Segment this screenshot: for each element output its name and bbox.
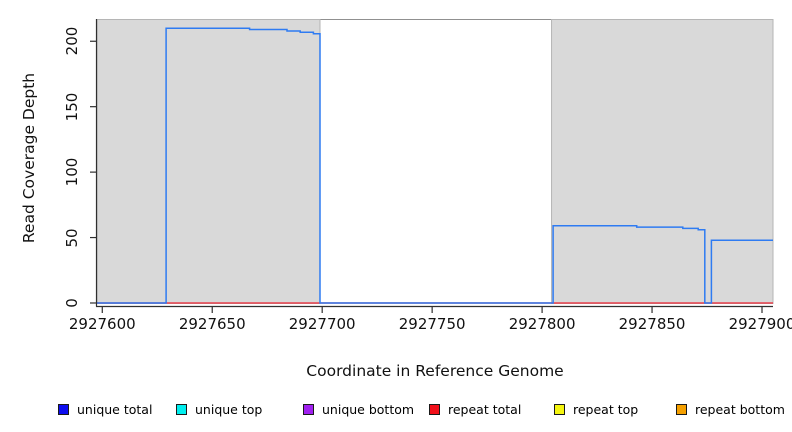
y-tick-label: 150	[63, 92, 81, 121]
legend-label: repeat top	[573, 401, 639, 417]
shaded-region	[96, 19, 321, 304]
y-tick-label: 50	[63, 228, 81, 248]
legend-item-repeat-top: repeat top	[554, 398, 638, 420]
x-tick-label: 2927850	[618, 315, 686, 333]
legend-label: unique top	[195, 401, 263, 417]
x-tick-label: 2927650	[178, 315, 246, 333]
legend-swatch-icon	[58, 403, 69, 415]
legend-label: repeat bottom	[695, 401, 785, 417]
legend-item-repeat-total: repeat total	[429, 398, 521, 420]
legend-swatch-icon	[176, 403, 187, 415]
y-tick-label: 100	[63, 157, 81, 187]
legend-label: unique bottom	[322, 401, 415, 417]
legend-item-unique-total: unique total	[58, 398, 152, 420]
legend-swatch-icon	[554, 403, 565, 415]
unique-total-line	[97, 27, 773, 304]
legend-item-unique-bottom: unique bottom	[303, 398, 414, 420]
x-tick-label: 2927750	[398, 315, 466, 333]
shaded-region	[551, 19, 774, 304]
x-tick-label: 2927700	[288, 315, 356, 333]
x-axis-title: Coordinate in Reference Genome	[306, 362, 564, 380]
x-tick-label: 2927600	[68, 315, 136, 333]
legend: unique total unique top unique bottom repea…	[0, 398, 792, 422]
legend-swatch-icon	[676, 403, 687, 415]
legend-swatch-icon	[303, 403, 314, 415]
legend-swatch-icon	[429, 403, 440, 415]
y-tick-label: 0	[63, 298, 81, 308]
legend-label: unique total	[77, 401, 153, 417]
legend-item-repeat-bottom: repeat bottom	[676, 398, 785, 420]
legend-label: repeat total	[448, 401, 522, 417]
legend-item-unique-top: unique top	[176, 398, 262, 420]
x-tick-label: 2927900	[728, 315, 792, 333]
y-tick-label: 200	[63, 26, 81, 56]
x-tick-label: 2927800	[508, 315, 576, 333]
y-axis-title: Read Coverage Depth	[20, 72, 38, 244]
